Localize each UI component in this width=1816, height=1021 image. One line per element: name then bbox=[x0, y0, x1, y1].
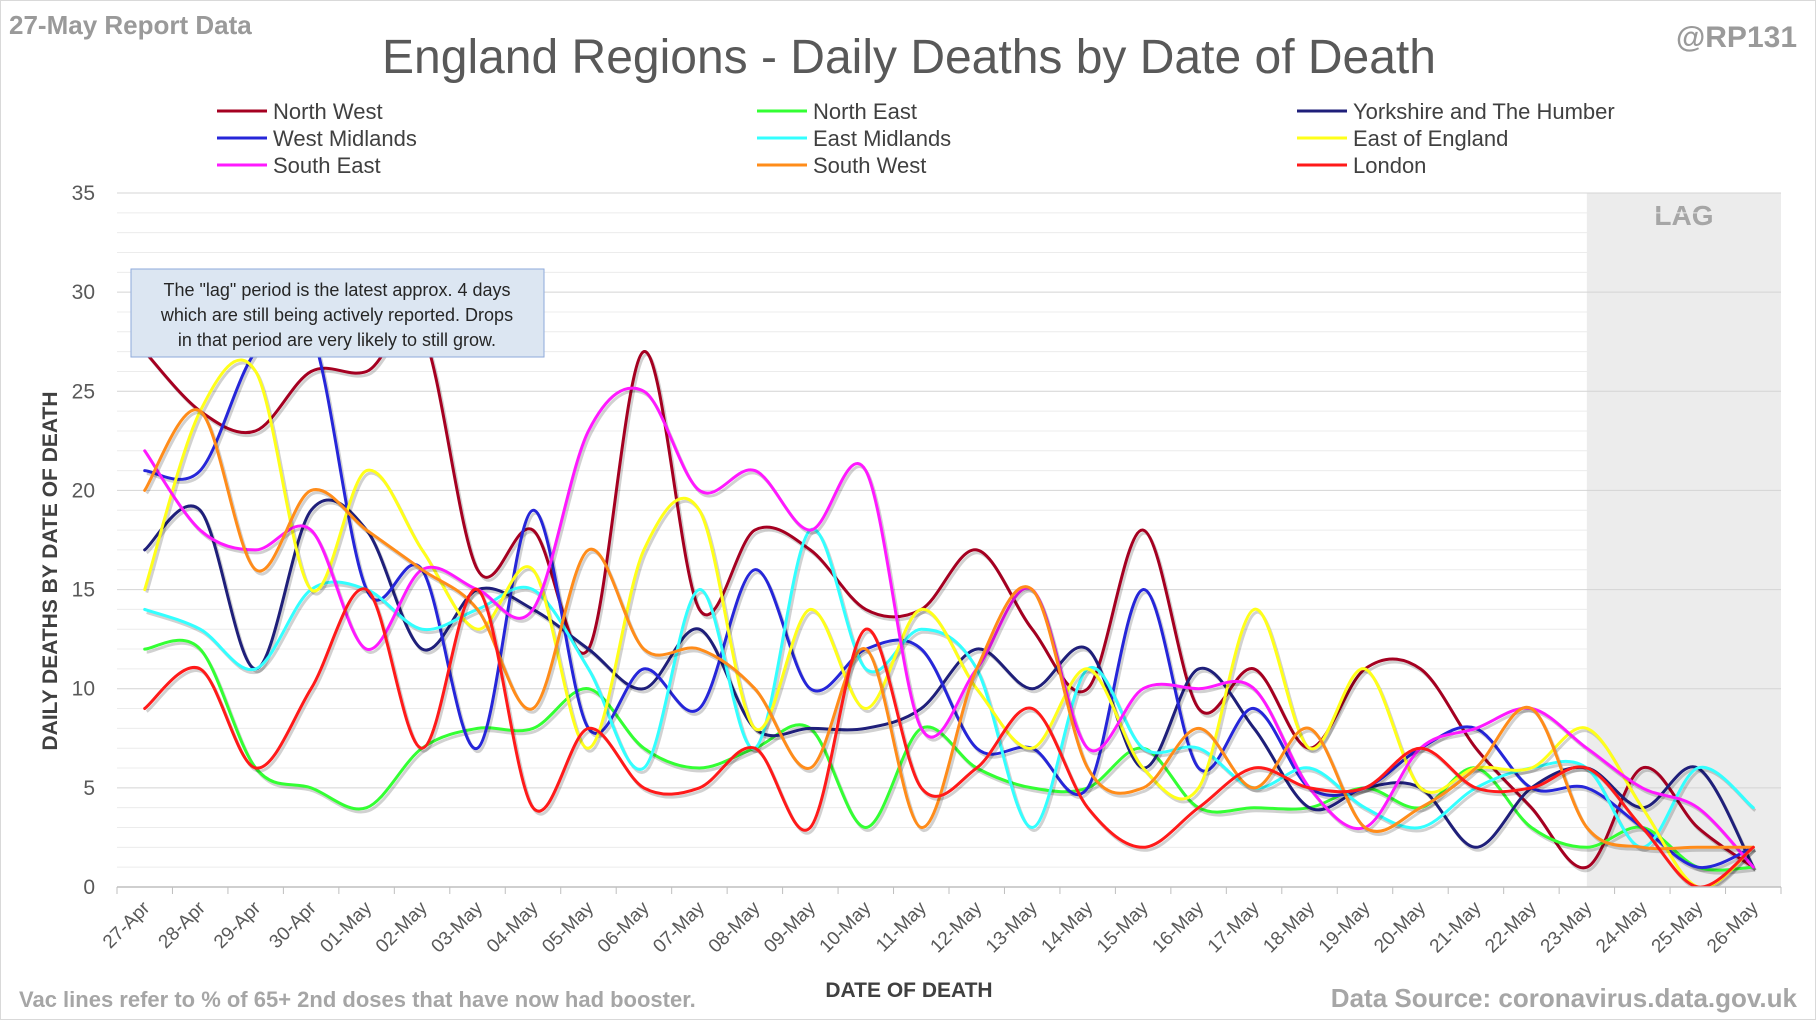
series-shadow-yorkshire-and-the-humber bbox=[145, 501, 1757, 871]
legend-label-east-midlands: East Midlands bbox=[813, 126, 951, 151]
x-tick-label: 16-May bbox=[1148, 897, 1208, 957]
x-tick-label: 01-May bbox=[316, 897, 376, 957]
x-axis-label: DATE OF DEATH bbox=[825, 979, 992, 1002]
x-tick-label: 22-May bbox=[1481, 897, 1541, 957]
lag-note-line-3: in that period are very likely to still … bbox=[178, 330, 496, 350]
legend: North West North East Yorkshire and The Hu… bbox=[217, 99, 1615, 178]
series-line-south-west bbox=[143, 408, 1755, 851]
x-tick-label: 02-May bbox=[372, 897, 432, 957]
x-tick-label: 29-Apr bbox=[210, 897, 266, 953]
x-tick-label: 18-May bbox=[1259, 897, 1319, 957]
series-lines bbox=[143, 312, 1757, 887]
y-tick-label: 25 bbox=[72, 380, 95, 403]
x-tick-label: 09-May bbox=[760, 897, 820, 957]
x-tick-label: 21-May bbox=[1426, 897, 1486, 957]
x-tick-label: 06-May bbox=[594, 897, 654, 957]
lag-label: LAG bbox=[1654, 200, 1713, 231]
legend-label-london: London bbox=[1353, 153, 1426, 178]
x-tick-label: 04-May bbox=[483, 897, 543, 957]
series-line-east-midlands bbox=[143, 527, 1755, 849]
x-tick-label: 11-May bbox=[872, 897, 931, 956]
y-tick-label: 0 bbox=[83, 876, 95, 899]
lag-note-background bbox=[130, 268, 545, 358]
series-shadow-east-midlands bbox=[146, 530, 1757, 852]
legend-label-north-east: North East bbox=[813, 99, 917, 124]
x-tick-label: 07-May bbox=[649, 897, 709, 957]
x-tick-label: 14-May bbox=[1038, 897, 1098, 957]
series-line-yorkshire-and-the-humber bbox=[143, 498, 1755, 869]
lag-note-box: The "lag" period is the latest approx. 4… bbox=[130, 268, 545, 358]
y-tick-label: 20 bbox=[72, 479, 95, 502]
chart-title: England Regions - Daily Deaths by Date o… bbox=[382, 31, 1436, 84]
y-tick-label: 35 bbox=[72, 182, 95, 205]
series-line-east-of-england bbox=[143, 358, 1755, 887]
x-tick-label: 27-Apr bbox=[99, 897, 155, 953]
legend-label-north-west: North West bbox=[273, 99, 383, 124]
x-tick-label: 26-May bbox=[1703, 897, 1763, 957]
legend-label-east-of-england: East of England bbox=[1353, 126, 1508, 151]
author-handle: @RP131 bbox=[1676, 21, 1797, 54]
x-tick-label: 08-May bbox=[705, 897, 765, 957]
x-tick-label: 19-May bbox=[1315, 897, 1375, 957]
y-axis-label: DAILY DEATHS BY DATE OF DEATH bbox=[39, 392, 62, 751]
x-tick-label: 10-May bbox=[816, 897, 876, 957]
series-line-london bbox=[143, 587, 1755, 887]
y-tick-label: 10 bbox=[72, 678, 95, 701]
series-group bbox=[143, 312, 1757, 887]
y-tick-label: 5 bbox=[83, 777, 95, 800]
x-tick-label: 15-May bbox=[1093, 897, 1153, 957]
x-tick-label: 24-May bbox=[1592, 897, 1652, 957]
x-tick-label: 17-May bbox=[1204, 897, 1264, 957]
x-tick-label: 30-Apr bbox=[265, 897, 321, 953]
x-tick-label: 13-May bbox=[982, 897, 1042, 957]
x-tick-label: 12-May bbox=[927, 897, 987, 957]
vaccine-footnote: Vac lines refer to % of 65+ 2nd doses th… bbox=[19, 987, 696, 1012]
report-date-label: 27-May Report Data bbox=[9, 10, 252, 40]
legend-label-yorkshire-and-the-humber: Yorkshire and The Humber bbox=[1353, 99, 1615, 124]
x-tick-label: 05-May bbox=[538, 897, 598, 957]
x-tick-label: 20-May bbox=[1370, 897, 1430, 957]
x-tick-label: 03-May bbox=[427, 897, 487, 957]
series-line-west-midlands bbox=[143, 312, 1755, 869]
x-tick-label: 25-May bbox=[1648, 897, 1708, 957]
x-tick-label: 28-Apr bbox=[155, 897, 211, 953]
data-source: Data Source: coronavirus.data.gov.uk bbox=[1331, 983, 1798, 1013]
legend-label-south-east: South East bbox=[273, 153, 381, 178]
legend-label-west-midlands: West Midlands bbox=[273, 126, 417, 151]
lag-note-line-1: The "lag" period is the latest approx. 4… bbox=[164, 280, 511, 300]
x-tick-label: 23-May bbox=[1537, 897, 1597, 957]
lag-note-line-2: which are still being actively reported.… bbox=[160, 305, 513, 325]
y-tick-label: 30 bbox=[72, 281, 95, 304]
y-tick-label: 15 bbox=[72, 579, 95, 602]
legend-label-south-west: South West bbox=[813, 153, 926, 178]
